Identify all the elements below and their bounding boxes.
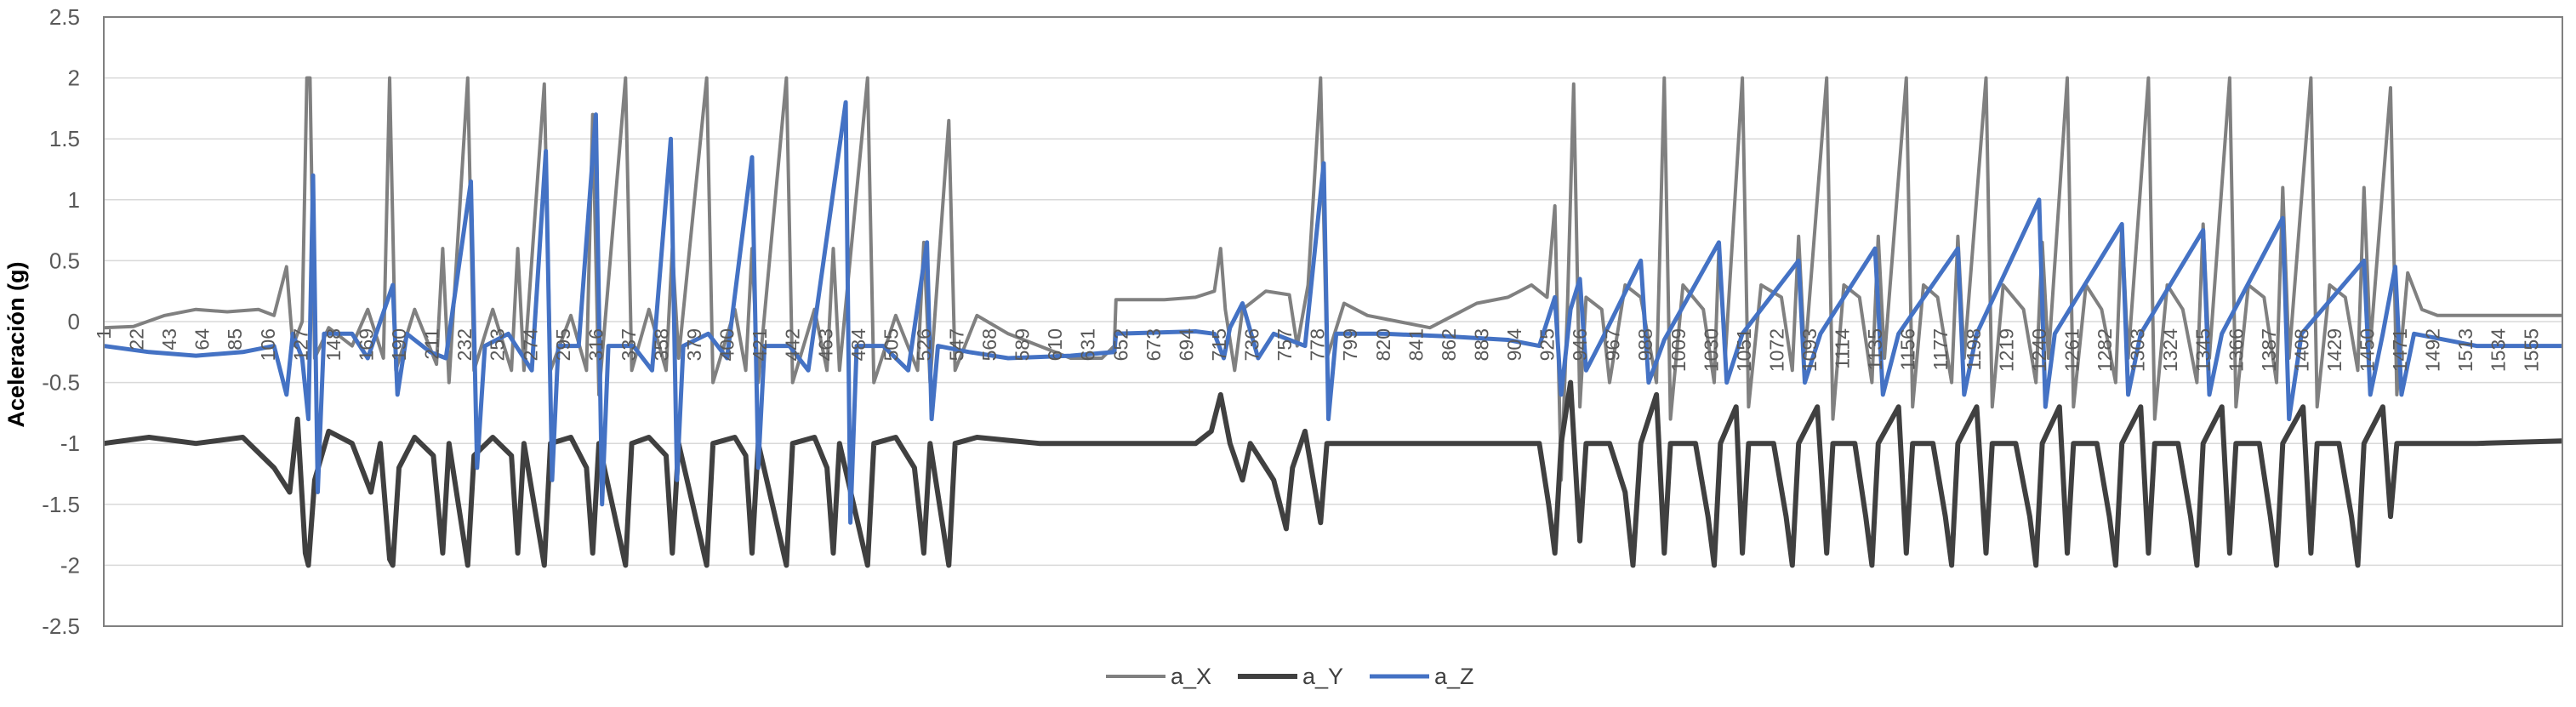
series-lines	[103, 76, 2563, 568]
x-tick-label: 190	[388, 328, 410, 361]
x-tick-label: 43	[158, 328, 180, 351]
x-tick-label: 1261	[2060, 328, 2083, 372]
y-tick-label: 2	[68, 66, 80, 91]
x-tick-label: 442	[782, 328, 804, 361]
y-tick-label: -2	[60, 552, 80, 578]
x-tick-label: 505	[880, 328, 902, 361]
x-tick-label: 1366	[2225, 328, 2247, 372]
x-tick-label: 589	[1012, 328, 1034, 361]
x-tick-label: 610	[1044, 328, 1066, 361]
x-tick-label: 1429	[2323, 328, 2345, 372]
x-tick-label: 1513	[2454, 328, 2476, 372]
x-tick-label: 169	[355, 328, 377, 361]
x-tick-label: 841	[1405, 328, 1427, 361]
legend: a_X a_Y a_Z	[1106, 664, 1474, 689]
x-tick-label: 148	[322, 328, 345, 361]
x-tick-label: 568	[978, 328, 1000, 361]
x-tick-label: 64	[191, 328, 214, 351]
x-tick-label: 904	[1503, 328, 1525, 362]
x-tick-label: 547	[946, 328, 968, 361]
x-tick-label: 925	[1536, 328, 1559, 361]
x-tick-label: 1177	[1929, 328, 1952, 370]
x-tick-label: 820	[1372, 328, 1394, 361]
plot-area-border	[103, 16, 2563, 627]
x-tick-label: 1114	[1832, 328, 1854, 369]
y-tick-label: 1.5	[49, 126, 80, 151]
x-tick-label: 274	[519, 328, 541, 362]
x-tick-label: 652	[1109, 328, 1131, 361]
series-line-a-z	[103, 100, 2562, 525]
x-tick-label: 883	[1470, 328, 1492, 361]
x-tick-label: 463	[814, 328, 836, 361]
x-tick-label: 1219	[1995, 328, 2017, 372]
legend-label: a_X	[1171, 664, 1211, 689]
x-tick-label: 1240	[2028, 328, 2050, 372]
x-tick-label: 967	[1602, 328, 1624, 361]
x-tick-label: 862	[1438, 328, 1460, 361]
x-tick-label: 232	[453, 328, 476, 361]
x-tick-label: 358	[650, 328, 672, 361]
x-tick-label: 379	[683, 328, 705, 361]
x-tick-label: 316	[584, 328, 607, 361]
y-tick-labels: -2.5 -2 -1.5 -1 -0.5 0 0.5 1 1.5 2 2.5	[42, 4, 80, 639]
y-tick-label: -1.5	[42, 492, 80, 517]
x-tick-label: 1	[93, 328, 115, 339]
legend-label: a_Z	[1434, 664, 1474, 689]
y-tick-label: 1	[68, 187, 80, 213]
x-tick-label: 1051	[1733, 328, 1755, 372]
x-tick-label: 757	[1274, 328, 1296, 361]
x-tick-label: 694	[1175, 328, 1197, 362]
x-tick-label: 1198	[1963, 328, 1985, 370]
x-tick-label: 736	[1241, 328, 1263, 361]
y-tick-label: 0.5	[49, 248, 80, 273]
x-tick-label: 1534	[2488, 328, 2510, 372]
y-tick-label: 2.5	[49, 4, 80, 30]
x-tick-label: 988	[1634, 328, 1656, 361]
x-tick-label: 1156	[1897, 328, 1919, 370]
x-tick-label: 1555	[2520, 328, 2542, 372]
x-tick-label: 400	[716, 328, 738, 361]
y-tick-label: -0.5	[42, 370, 80, 396]
x-tick-label: 1387	[2258, 328, 2280, 372]
x-tick-label: 295	[552, 328, 574, 361]
y-tick-label: -2.5	[42, 613, 80, 639]
y-tick-label: 0	[68, 309, 80, 334]
x-tick-label: 211	[421, 328, 443, 360]
x-tick-label: 253	[487, 328, 509, 361]
x-tick-label: 1408	[2290, 328, 2312, 372]
x-tick-label: 1282	[2094, 328, 2116, 372]
x-tick-label: 85	[224, 328, 246, 351]
x-tick-label: 1450	[2356, 328, 2378, 372]
y-axis-title: Aceleración (g)	[3, 261, 29, 427]
x-tick-labels: 1 22 43 64 85 106 127 148 169 190 211 232 253 274 295 3…	[93, 328, 2542, 372]
series-line-a-y	[103, 379, 2563, 568]
x-tick-label: 526	[913, 328, 935, 361]
x-tick-label: 631	[1077, 328, 1099, 361]
x-tick-label: 946	[1569, 328, 1591, 361]
x-tick-label: 1492	[2422, 328, 2444, 372]
x-tick-label: 1135	[1864, 328, 1886, 370]
x-tick-label: 484	[847, 328, 869, 362]
x-tick-label: 1009	[1667, 328, 1690, 372]
y-tick-label: -1	[60, 430, 80, 456]
x-tick-label: 22	[126, 328, 148, 351]
x-tick-label: 127	[289, 328, 311, 361]
x-tick-label: 106	[257, 328, 279, 361]
x-tick-label: 1093	[1798, 328, 1821, 372]
legend-label: a_Y	[1302, 664, 1343, 689]
x-tick-label: 1072	[1765, 328, 1787, 372]
x-tick-label: 1303	[2127, 328, 2149, 372]
x-tick-label: 1345	[2192, 328, 2214, 372]
x-tick-label: 715	[1208, 328, 1230, 361]
x-tick-label: 421	[749, 328, 771, 361]
x-tick-label: 799	[1339, 328, 1361, 361]
x-tick-label: 778	[1307, 328, 1329, 361]
x-tick-label: 1471	[2389, 328, 2411, 372]
x-tick-label: 673	[1143, 328, 1165, 361]
x-tick-label: 1324	[2159, 328, 2181, 372]
x-tick-label: 337	[618, 328, 640, 361]
x-tick-label: 1030	[1700, 328, 1722, 372]
